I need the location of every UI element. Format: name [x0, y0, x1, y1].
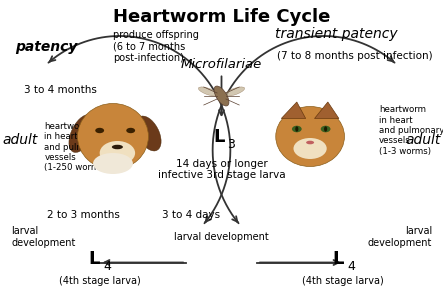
Ellipse shape: [292, 126, 302, 132]
Ellipse shape: [78, 103, 148, 169]
Text: 3 to 4 days: 3 to 4 days: [162, 209, 220, 220]
Text: (4th stage larva): (4th stage larva): [303, 275, 384, 286]
Ellipse shape: [136, 116, 161, 151]
Ellipse shape: [93, 153, 133, 174]
Ellipse shape: [126, 128, 135, 133]
Ellipse shape: [69, 115, 95, 152]
Text: produce offspring
(6 to 7 months
post-infection): produce offspring (6 to 7 months post-in…: [113, 30, 199, 63]
Text: L: L: [89, 250, 100, 268]
Text: 4: 4: [347, 260, 355, 274]
Text: 14 days or longer
infective 3rd stage larva: 14 days or longer infective 3rd stage la…: [158, 159, 285, 180]
Ellipse shape: [324, 126, 327, 132]
Text: Microfilariae: Microfilariae: [181, 58, 262, 71]
Text: L: L: [214, 128, 225, 146]
Text: Heartworm Life Cycle: Heartworm Life Cycle: [113, 8, 330, 26]
Text: 4: 4: [104, 260, 112, 274]
Polygon shape: [315, 102, 339, 119]
Ellipse shape: [293, 138, 326, 159]
Ellipse shape: [306, 141, 314, 144]
Ellipse shape: [198, 87, 218, 96]
Ellipse shape: [295, 126, 298, 132]
Text: 3 to 4 months: 3 to 4 months: [24, 85, 97, 95]
Text: (7 to 8 months post infection): (7 to 8 months post infection): [277, 51, 432, 61]
Text: 2 to 3 months: 2 to 3 months: [47, 209, 120, 220]
Text: adult: adult: [405, 133, 441, 146]
Ellipse shape: [95, 128, 104, 133]
Ellipse shape: [100, 141, 135, 165]
Text: heartworm
in heart
and pulmonary
vessels
(1-3 worms): heartworm in heart and pulmonary vessels…: [379, 105, 443, 156]
Ellipse shape: [112, 145, 123, 149]
Text: transient patency: transient patency: [275, 27, 397, 41]
Text: heartworm
in heart
and pulmonary
vessels
(1-250 worms): heartworm in heart and pulmonary vessels…: [44, 122, 110, 172]
Ellipse shape: [225, 87, 245, 96]
Text: L: L: [332, 250, 344, 268]
Text: larval
development: larval development: [368, 226, 432, 248]
Ellipse shape: [214, 86, 229, 106]
Ellipse shape: [276, 106, 344, 167]
Text: (4th stage larva): (4th stage larva): [59, 275, 140, 286]
Text: adult: adult: [2, 133, 38, 146]
Text: larval
development: larval development: [11, 226, 75, 248]
Ellipse shape: [321, 126, 330, 132]
Text: 3: 3: [227, 137, 235, 151]
Polygon shape: [281, 102, 306, 119]
Text: larval development: larval development: [174, 232, 269, 242]
Text: patency: patency: [15, 40, 78, 53]
